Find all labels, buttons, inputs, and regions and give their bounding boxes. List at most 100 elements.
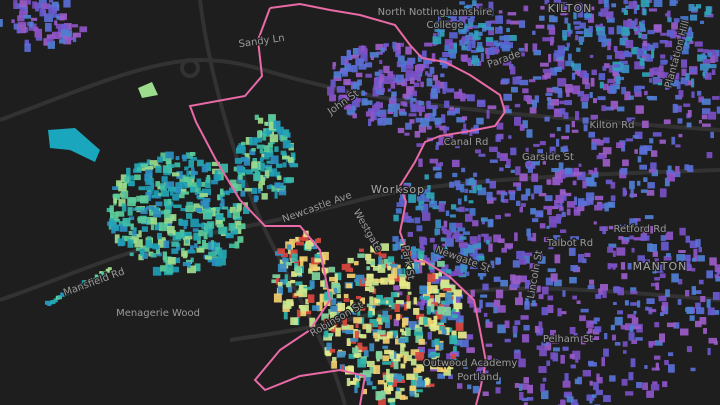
building [514,232,518,242]
building [244,153,250,157]
building [435,219,441,229]
building [282,155,290,160]
building [387,266,391,271]
building [352,347,359,354]
building [355,373,360,380]
building [430,361,437,370]
building [375,278,384,283]
building [534,252,538,257]
building [112,193,120,199]
building [678,250,686,253]
building [401,248,405,253]
building [540,5,545,10]
building [454,91,463,99]
street-label: Pelham St [543,334,593,345]
building [512,260,520,268]
building [288,157,294,163]
building [204,212,213,220]
building [134,239,143,248]
building [341,324,349,330]
building [585,192,595,201]
building [590,114,598,120]
building [335,327,341,337]
building [700,63,709,71]
building [654,355,661,360]
building [216,210,220,215]
building [677,299,682,305]
building [416,313,425,320]
building [493,234,501,243]
building [202,198,211,202]
building [524,255,530,264]
building [190,257,194,263]
building [289,238,295,248]
building [264,170,270,177]
building [487,219,494,228]
building [605,106,614,111]
building [641,53,649,62]
building [477,363,486,371]
building [706,299,711,308]
building [366,258,371,265]
building [424,295,430,301]
building [472,36,481,40]
building [197,187,201,194]
building [427,298,434,307]
building [431,53,436,63]
building [41,3,51,10]
building [571,129,579,133]
building [314,254,322,261]
building [476,117,484,125]
building [440,281,449,290]
building [361,98,368,106]
building [138,82,158,98]
building [461,167,466,173]
building [496,377,501,385]
building [244,188,252,192]
building [620,325,628,330]
building [446,233,452,240]
building [495,289,504,299]
building [375,86,379,90]
building [257,188,262,194]
building [472,58,480,63]
building [145,178,154,185]
building [643,259,650,263]
building [354,381,360,388]
building [591,6,595,11]
building [270,155,279,165]
building [455,21,459,28]
building [387,398,396,402]
building [115,211,125,217]
building [430,367,438,372]
building [437,260,445,267]
building [372,266,380,271]
building [451,330,457,339]
building [387,256,395,263]
building [691,91,695,98]
street-label: College [426,20,463,31]
building [49,300,54,305]
building [502,199,509,203]
building [695,239,701,248]
building [489,20,496,24]
building [485,178,490,184]
building [442,306,451,316]
building [469,189,473,194]
building [179,182,188,189]
building [393,285,400,291]
building [382,361,391,365]
building [290,317,298,325]
building [537,149,543,154]
building [609,375,616,382]
building [180,188,187,193]
building [369,343,375,352]
building [429,269,435,273]
building [396,202,406,207]
building [644,365,648,369]
building [588,131,595,138]
building [579,70,587,78]
building [401,322,406,328]
building [163,240,170,249]
building [474,31,483,36]
